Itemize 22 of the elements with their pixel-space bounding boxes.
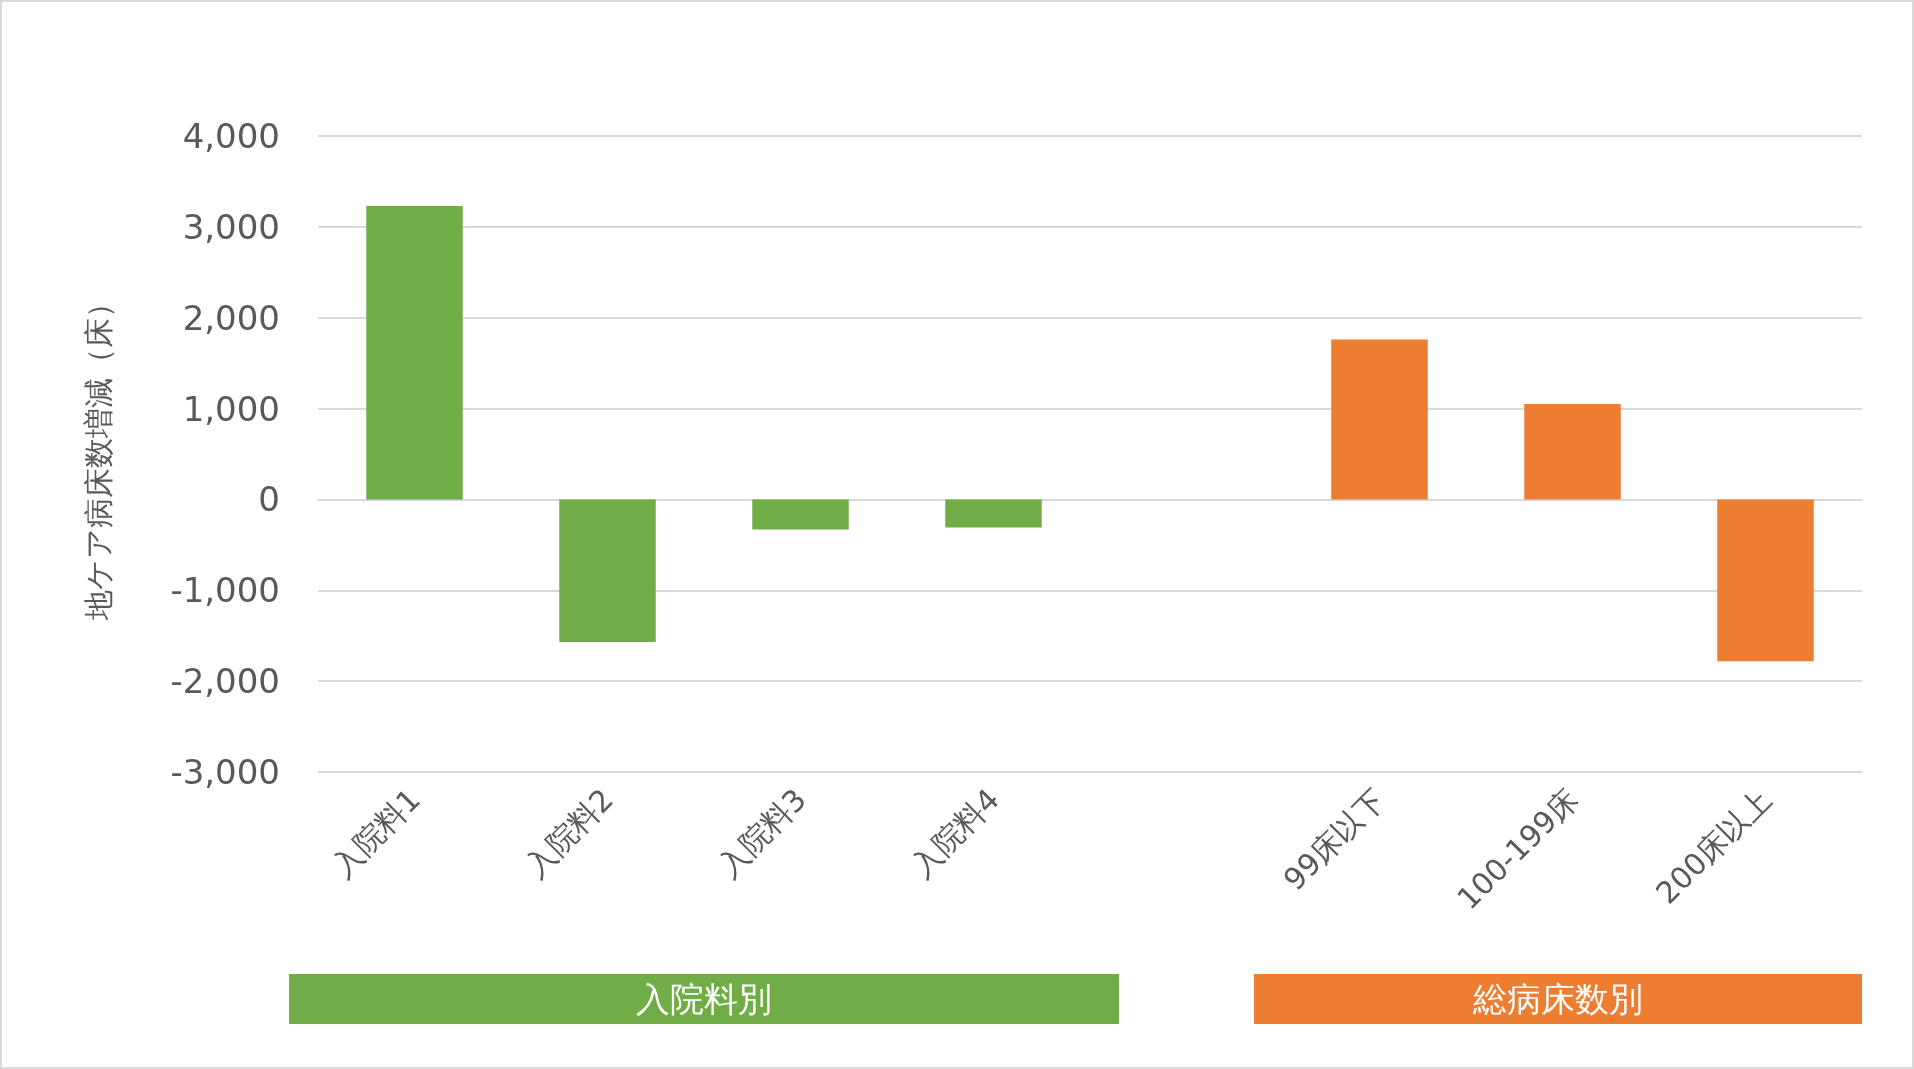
bar	[945, 499, 1042, 528]
x-tick-label: 入院料3	[711, 781, 813, 884]
y-tick-label: 4,000	[182, 116, 280, 156]
y-tick-label: 2,000	[182, 297, 280, 338]
bar	[559, 499, 656, 643]
y-tick-label: 0	[258, 479, 280, 520]
bar	[366, 205, 463, 500]
y-tick-label: -2,000	[170, 661, 280, 702]
bar	[1524, 404, 1621, 500]
x-tick-label: 入院料4	[904, 781, 1006, 884]
bar	[1717, 499, 1814, 662]
y-tick-label: 1,000	[182, 388, 280, 429]
x-tick-label: 200床以上	[1649, 781, 1778, 911]
x-tick-label: 入院料2	[518, 781, 620, 884]
y-tick-label: -3,000	[170, 752, 280, 792]
y-tick-label: 3,000	[182, 206, 280, 247]
y-tick-label: -1,000	[170, 570, 280, 611]
x-tick-label: 入院料1	[325, 781, 427, 884]
bar	[1331, 339, 1428, 500]
x-tick-label: 99床以下	[1276, 781, 1392, 897]
bar	[752, 499, 849, 530]
y-axis-title: 地ケア病床数増減（床）	[80, 288, 116, 621]
